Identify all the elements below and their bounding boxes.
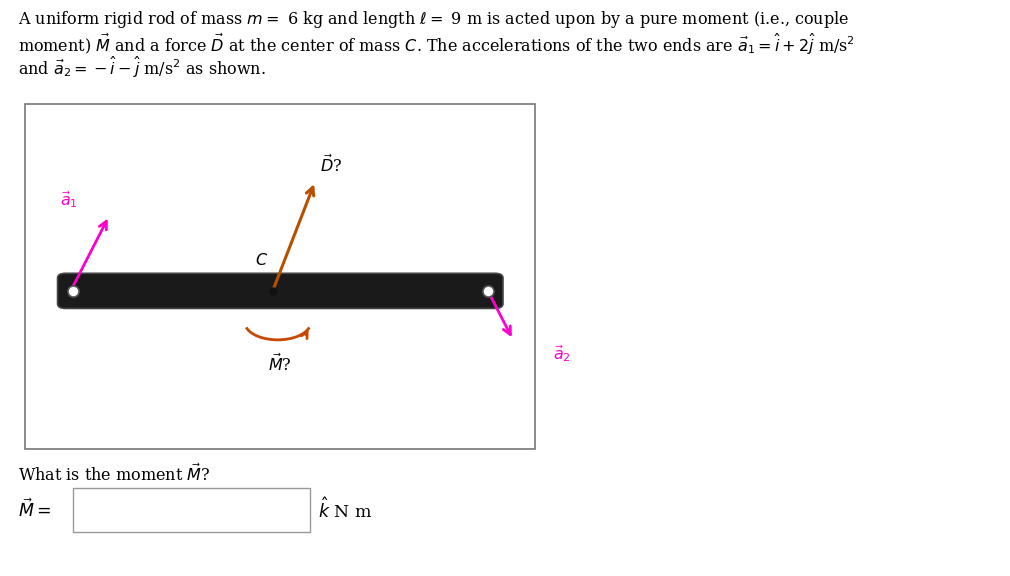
Text: What is the moment $\vec{M}$?: What is the moment $\vec{M}$? (18, 464, 211, 485)
Text: $\hat{k}$ N m: $\hat{k}$ N m (318, 498, 373, 522)
Text: $\vec{a}_2$: $\vec{a}_2$ (553, 343, 572, 363)
Text: $\vec{M} = $: $\vec{M} = $ (18, 498, 52, 521)
Text: and $\vec{a}_2 = -\hat{i} - \hat{j}$ m/s$^2$ as shown.: and $\vec{a}_2 = -\hat{i} - \hat{j}$ m/s… (18, 55, 266, 79)
Text: moment) $\vec{M}$ and a force $\vec{D}$ at the center of mass $C$. The accelerat: moment) $\vec{M}$ and a force $\vec{D}$ … (18, 32, 855, 56)
Text: $\vec{D}$?: $\vec{D}$? (320, 154, 342, 176)
Text: 6.997: 6.997 (80, 501, 129, 518)
FancyBboxPatch shape (58, 274, 503, 309)
FancyBboxPatch shape (73, 488, 310, 532)
Bar (25, 104, 535, 449)
Text: $\vec{a}_1$: $\vec{a}_1$ (60, 190, 78, 210)
Text: $\vec{M}$?: $\vec{M}$? (268, 354, 292, 376)
Text: A uniform rigid rod of mass $m = $ 6 kg and length $\ell = $ 9 m is acted upon b: A uniform rigid rod of mass $m = $ 6 kg … (18, 9, 849, 29)
Text: $C$: $C$ (255, 252, 268, 269)
